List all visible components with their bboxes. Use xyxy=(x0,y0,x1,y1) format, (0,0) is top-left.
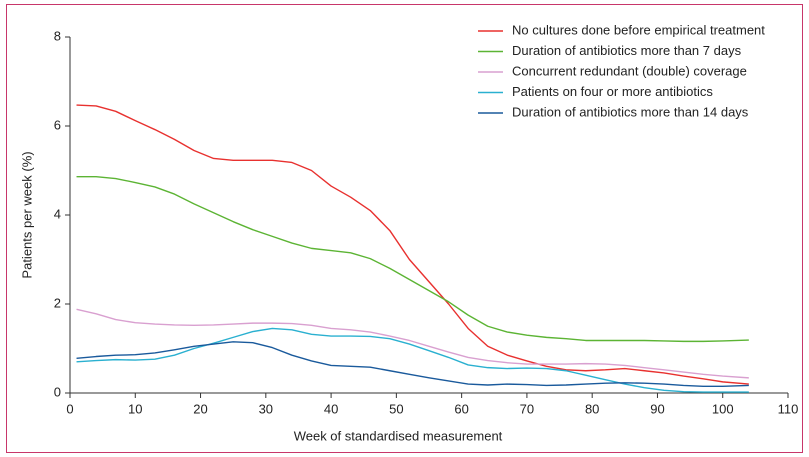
series-line xyxy=(76,308,749,379)
y-tick-label: 6 xyxy=(54,117,61,132)
y-tick-label: 0 xyxy=(54,384,61,399)
y-tick-label: 8 xyxy=(54,28,61,43)
y-tick-label: 2 xyxy=(54,295,61,310)
frame xyxy=(6,4,803,453)
series-line xyxy=(76,176,749,343)
legend-label: Duration of antibiotics more than 7 days xyxy=(512,43,742,58)
legend-label: No cultures done before empirical treatm… xyxy=(512,22,765,37)
legend-label: Concurrent redundant (double) coverage xyxy=(512,63,747,78)
series-line xyxy=(76,341,749,388)
legend-label: Duration of antibiotics more than 14 day… xyxy=(512,104,749,119)
x-tick-label: 70 xyxy=(520,401,534,416)
x-tick-label: 90 xyxy=(650,401,664,416)
series-line xyxy=(76,327,749,393)
x-tick-label: 110 xyxy=(778,401,799,416)
x-tick-label: 80 xyxy=(585,401,599,416)
series-line xyxy=(76,104,749,385)
x-tick-label: 0 xyxy=(66,401,73,416)
y-tick-label: 4 xyxy=(54,206,61,221)
legend-label: Patients on four or more antibiotics xyxy=(512,84,713,99)
x-tick-label: 60 xyxy=(454,401,468,416)
x-tick-label: 40 xyxy=(324,401,338,416)
x-tick-label: 100 xyxy=(712,401,734,416)
x-tick-label: 10 xyxy=(128,401,142,416)
x-tick-label: 30 xyxy=(259,401,273,416)
x-axis-title: Week of standardised measurement xyxy=(294,428,503,443)
x-tick-label: 50 xyxy=(389,401,403,416)
x-tick-label: 20 xyxy=(193,401,207,416)
y-axis-title: Patients per week (%) xyxy=(19,151,34,278)
